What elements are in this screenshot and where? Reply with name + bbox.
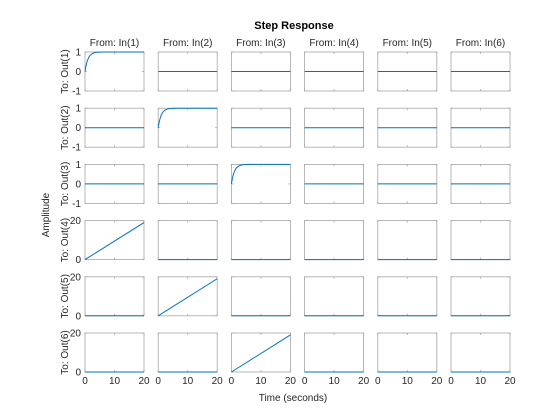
axes-box-r5-c4 <box>304 276 365 317</box>
y-tick-label: 20 <box>70 329 82 340</box>
axes-box-r5-c1 <box>84 276 145 317</box>
axes-box-r2-c2 <box>157 107 218 148</box>
y-tick-label: 0 <box>75 123 81 134</box>
tick-marks-r1-c3 <box>230 51 291 92</box>
y-tick-label: 0 <box>75 179 81 190</box>
x-tick-label: 20 <box>504 376 516 387</box>
x-tick-label: 20 <box>431 376 443 387</box>
x-tick-label: 20 <box>358 376 370 387</box>
y-tick-label: -1 <box>72 143 81 154</box>
x-tick-label: 0 <box>82 376 88 387</box>
axes-box-r6-c2 <box>157 332 218 373</box>
axes-box-r4-c3 <box>230 220 291 261</box>
x-tick-label: 0 <box>302 376 308 387</box>
column-title: From: In(5) <box>383 38 432 49</box>
x-tick-label: 10 <box>109 376 121 387</box>
x-tick-label: 20 <box>212 376 224 387</box>
y-tick-label: 20 <box>70 272 82 283</box>
x-tick-label: 0 <box>375 376 381 387</box>
x-axis-label: Time (seconds) <box>259 393 328 404</box>
x-tick-label: 0 <box>229 376 235 387</box>
axes-box-r4-c5 <box>377 220 438 261</box>
y-tick-label: -1 <box>72 87 81 98</box>
response-line-r3-c3 <box>230 163 291 184</box>
row-title: To: Out(3) <box>60 162 71 206</box>
row-title: To: Out(5) <box>60 274 71 318</box>
axes-box-r5-c6 <box>450 276 511 317</box>
y-tick-label: 0 <box>75 67 81 78</box>
column-title: From: In(3) <box>236 38 285 49</box>
tick-marks-r2-c2 <box>157 107 218 148</box>
axes-box-r3-c3 <box>230 163 291 204</box>
x-tick-label: 10 <box>402 376 414 387</box>
x-tick-label: 10 <box>475 376 487 387</box>
row-title: To: Out(6) <box>60 330 71 374</box>
response-line-r6-c3 <box>231 334 291 373</box>
axes-box-r6-c1 <box>84 332 145 373</box>
tick-marks-r4-c1 <box>84 220 145 261</box>
column-title: From: In(1) <box>90 38 139 49</box>
axes-box-r6-c4 <box>304 332 365 373</box>
y-tick-label: 1 <box>75 48 81 59</box>
column-title: From: In(6) <box>456 38 505 49</box>
response-line-r5-c2 <box>157 278 218 317</box>
row-title: To: Out(2) <box>60 105 71 149</box>
x-tick-label: 20 <box>285 376 297 387</box>
x-tick-label: 0 <box>448 376 454 387</box>
response-line-r4-c1 <box>84 222 145 261</box>
x-tick-label: 10 <box>329 376 341 387</box>
y-tick-label: 1 <box>75 160 81 171</box>
y-axis-label: Amplitude <box>41 192 52 237</box>
axes-box-r5-c3 <box>230 276 291 317</box>
y-tick-label: 20 <box>70 216 82 227</box>
axes-box-r4-c2 <box>157 220 218 261</box>
axes-box-r4-c6 <box>450 220 511 261</box>
x-tick-label: 20 <box>138 376 150 387</box>
axes-box-r6-c6 <box>450 332 511 373</box>
subplot-grid: From: In(1) From: In(2) From: In(3) From: I… <box>60 38 516 387</box>
row-title: To: Out(4) <box>60 218 71 262</box>
response-line-r1-c1 <box>84 51 144 72</box>
y-tick-label: 0 <box>75 255 81 266</box>
column-title: From: In(4) <box>309 38 358 49</box>
axes-box-r6-c5 <box>377 332 438 373</box>
axes-box-r1-c1 <box>84 51 145 92</box>
y-tick-label: -1 <box>72 199 81 210</box>
y-tick-label: 1 <box>75 104 81 115</box>
y-tick-label: 0 <box>75 311 81 322</box>
x-tick-label: 10 <box>182 376 194 387</box>
response-line-r2-c2 <box>157 107 218 128</box>
tick-marks-r3-c2 <box>157 163 218 204</box>
chart-title: Step Response <box>254 20 333 32</box>
x-tick-label: 0 <box>155 376 161 387</box>
axes-box-r5-c5 <box>377 276 438 317</box>
x-tick-label: 10 <box>255 376 267 387</box>
row-title: To: Out(1) <box>60 49 71 93</box>
column-title: From: In(2) <box>163 38 212 49</box>
y-tick-label: 0 <box>75 368 81 379</box>
axes-box-r4-c4 <box>304 220 365 261</box>
